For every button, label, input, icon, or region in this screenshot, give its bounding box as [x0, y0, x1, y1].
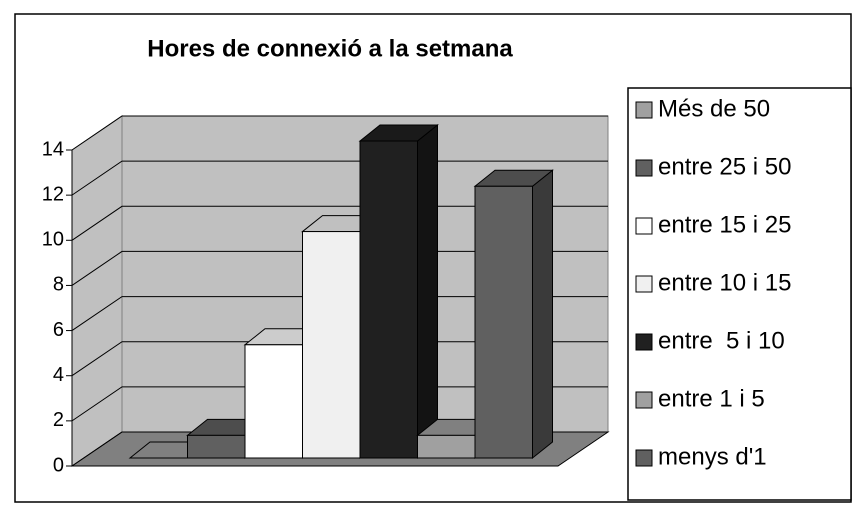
legend-swatch	[635, 275, 653, 293]
bar-side	[532, 169, 553, 460]
legend-swatch	[635, 391, 653, 409]
legend-label: entre 15 i 25	[658, 211, 791, 238]
y-tick-label: 4	[53, 364, 64, 386]
y-tick-label: 14	[42, 138, 64, 160]
bar	[302, 231, 361, 459]
legend-swatch	[635, 333, 653, 351]
side-wall	[71, 115, 123, 467]
legend-swatch	[635, 449, 653, 467]
y-tick-label: 6	[53, 319, 64, 341]
bar	[417, 434, 476, 459]
y-tick-label: 2	[53, 409, 64, 431]
y-tick-label: 12	[42, 183, 64, 205]
grid-line	[71, 160, 608, 196]
legend-label: Més de 50	[658, 95, 770, 122]
grid-line	[71, 296, 608, 331]
legend-swatch	[635, 101, 653, 119]
chart-title: Hores de connexió a la setmana	[147, 35, 513, 62]
bar-side	[417, 123, 438, 460]
legend-label: entre 1 i 5	[658, 385, 765, 412]
legend-box	[627, 87, 852, 501]
bar	[359, 140, 418, 459]
bar	[474, 185, 533, 459]
y-tick-label: 8	[53, 274, 64, 296]
y-tick-label: 0	[53, 454, 64, 476]
grid-line	[71, 205, 608, 241]
legend-swatch	[635, 217, 653, 235]
legend-label: entre 25 i 50	[658, 153, 791, 180]
grid-line	[71, 341, 608, 377]
grid-line	[71, 250, 608, 286]
grid-line	[71, 386, 608, 422]
bar	[187, 434, 246, 459]
y-tick-label: 10	[42, 229, 64, 251]
legend-swatch	[635, 159, 653, 177]
bar	[244, 344, 303, 459]
legend-label: menys d'1	[658, 443, 767, 470]
grid-line	[71, 115, 608, 151]
legend-label: entre 5 i 10	[658, 327, 785, 354]
legend-label: entre 10 i 15	[658, 269, 791, 296]
